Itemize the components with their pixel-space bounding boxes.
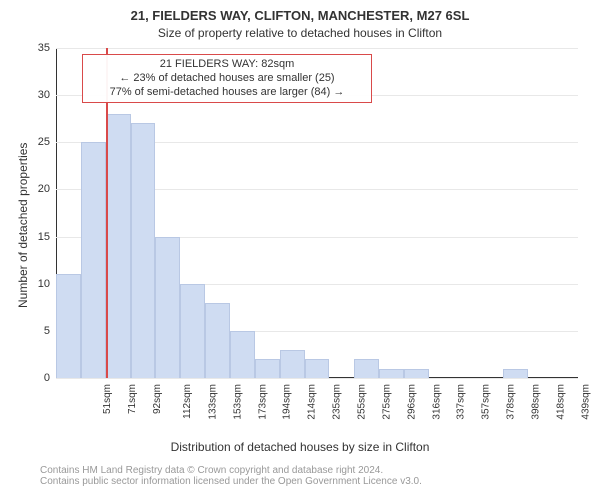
chart-subtitle: Size of property relative to detached ho… xyxy=(0,26,600,40)
x-tick-label: 418sqm xyxy=(555,384,566,420)
y-tick-label: 25 xyxy=(26,136,50,148)
histogram-bar xyxy=(230,331,255,378)
histogram-bar xyxy=(56,274,81,378)
x-tick-label: 51sqm xyxy=(102,384,113,414)
x-tick-label: 92sqm xyxy=(152,384,163,414)
y-tick-label: 20 xyxy=(26,183,50,195)
histogram-bar xyxy=(155,237,180,378)
histogram-bar xyxy=(205,303,230,378)
histogram-bar xyxy=(503,369,528,378)
x-tick-label: 112sqm xyxy=(182,384,193,419)
annotation-line-3: 77% of semi-detached houses are larger (… xyxy=(89,86,365,100)
histogram-bar xyxy=(404,369,429,378)
x-tick-label: 357sqm xyxy=(481,384,492,420)
y-tick-label: 5 xyxy=(26,325,50,337)
x-tick-label: 153sqm xyxy=(232,384,243,420)
x-tick-label: 296sqm xyxy=(406,384,417,420)
x-tick-label: 337sqm xyxy=(456,384,467,420)
footer-line-2: Contains public sector information licen… xyxy=(40,476,422,487)
annotation-line-1: 21 FIELDERS WAY: 82sqm xyxy=(89,58,365,72)
x-tick-label: 71sqm xyxy=(127,384,138,414)
histogram-bar xyxy=(354,359,379,378)
histogram-bar xyxy=(106,114,131,378)
y-tick-label: 15 xyxy=(26,231,50,243)
histogram-bar xyxy=(379,369,404,378)
x-tick-label: 255sqm xyxy=(357,384,368,420)
annotation-line-2: ← 23% of detached houses are smaller (25… xyxy=(89,72,365,86)
x-tick-label: 194sqm xyxy=(282,384,293,420)
x-tick-label: 173sqm xyxy=(257,384,268,420)
y-tick-label: 10 xyxy=(26,278,50,290)
y-tick-label: 30 xyxy=(26,89,50,101)
x-tick-label: 378sqm xyxy=(506,384,517,420)
histogram-bar xyxy=(280,350,305,378)
histogram-bar xyxy=(180,284,205,378)
chart-title: 21, FIELDERS WAY, CLIFTON, MANCHESTER, M… xyxy=(0,8,600,23)
x-tick-label: 316sqm xyxy=(431,384,442,420)
chart-canvas: 21, FIELDERS WAY, CLIFTON, MANCHESTER, M… xyxy=(0,0,600,500)
x-tick-label: 275sqm xyxy=(381,384,392,420)
y-tick-label: 0 xyxy=(26,372,50,384)
x-tick-label: 398sqm xyxy=(531,384,542,420)
x-tick-label: 439sqm xyxy=(580,384,591,420)
x-tick-label: 214sqm xyxy=(307,384,318,420)
x-tick-label: 235sqm xyxy=(332,384,343,420)
gridline xyxy=(56,378,578,379)
annotation-box: 21 FIELDERS WAY: 82sqm ← 23% of detached… xyxy=(82,54,372,103)
y-tick-label: 35 xyxy=(26,42,50,54)
histogram-bar xyxy=(81,142,106,378)
histogram-bar xyxy=(131,123,156,378)
footer-attribution: Contains HM Land Registry data © Crown c… xyxy=(40,465,422,487)
x-tick-label: 133sqm xyxy=(207,384,218,420)
gridline xyxy=(56,48,578,49)
x-axis-label: Distribution of detached houses by size … xyxy=(0,440,600,454)
footer-line-1: Contains HM Land Registry data © Crown c… xyxy=(40,465,422,476)
histogram-bar xyxy=(305,359,330,378)
histogram-bar xyxy=(255,359,280,378)
